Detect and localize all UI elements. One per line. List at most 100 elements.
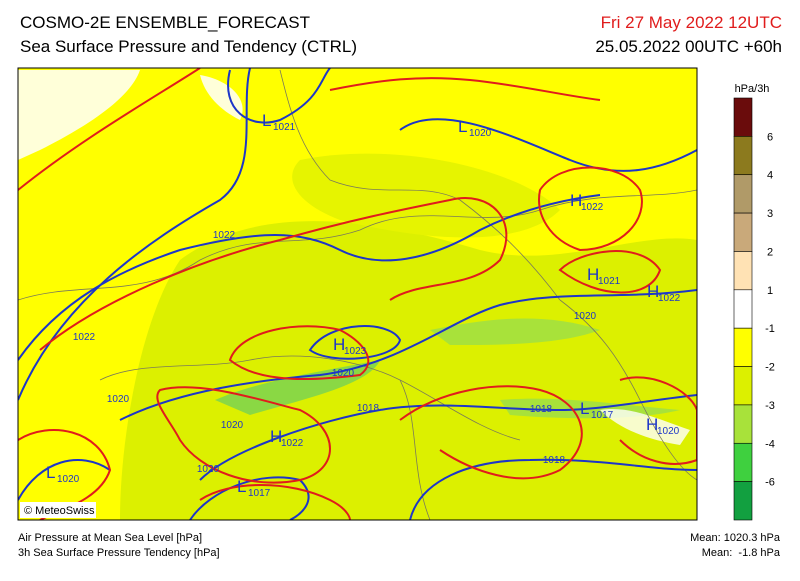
border (18, 189, 697, 301)
pressure-center-value: 1017 (591, 410, 614, 421)
pressure-center-letter: L (580, 399, 589, 418)
isobar-label: 1018 (543, 455, 566, 466)
border (279, 69, 561, 301)
tendency-area (292, 153, 560, 238)
colorbar-box (733, 212, 753, 252)
isobar-label: 1020 (197, 464, 220, 475)
pressure-center-letter: H (646, 415, 658, 434)
isobar (119, 289, 697, 421)
colorbar-label: 3 (767, 208, 773, 220)
colorbar-label: -2 (765, 362, 775, 374)
isobar (18, 194, 601, 361)
isobar (189, 476, 310, 520)
colorbar-box (733, 404, 753, 444)
white-area (200, 75, 243, 120)
isobar (399, 118, 697, 172)
pressure-center-letter: H (333, 335, 345, 354)
isobar (18, 68, 251, 401)
pressure-center-value: 1021 (598, 276, 621, 287)
title: COSMO-2E ENSEMBLE_FORECAST (20, 13, 310, 32)
tendency-contour (39, 197, 508, 351)
border (99, 355, 521, 441)
colorbar-label: -3 (765, 400, 775, 412)
tendency-contour (228, 325, 370, 381)
tendency-contour (199, 484, 351, 520)
isobar-label: 1020 (574, 311, 597, 322)
footer-right-2: Mean: -1.8 hPa (702, 547, 781, 559)
colorbar-label: 4 (767, 170, 773, 182)
credit-box (20, 502, 96, 518)
tendency-contour (538, 166, 643, 252)
isobar-label: 1020 (221, 420, 244, 431)
pressure-center-letter: H (270, 427, 282, 446)
tendency-area (120, 221, 697, 520)
pressure-center-letter: L (262, 111, 271, 130)
colorbar-box (733, 481, 753, 521)
colorbar-label: 1 (767, 285, 773, 297)
pressure-center-letter: H (647, 282, 659, 301)
pressure-center-letter: H (587, 265, 599, 284)
isobar (199, 394, 697, 481)
isobar-label: 1018 (530, 404, 553, 415)
white-area (600, 409, 690, 445)
footer-left-1: Air Pressure at Mean Sea Level [hPa] (18, 532, 202, 544)
colorbar-label: -1 (765, 323, 775, 335)
tendency-contour (619, 376, 697, 465)
colorbar-box (733, 136, 753, 176)
colorbar-label: -4 (765, 438, 775, 450)
isobar (227, 68, 331, 124)
pressure-center-letter: L (46, 463, 55, 482)
isobar-label: 1022 (73, 332, 96, 343)
map: L 1021 L 1020H1022H1021H1022102210221020H10… (17, 67, 698, 521)
credit: © MeteoSwiss (24, 505, 95, 517)
subtitle: Sea Surface Pressure and Tendency (CTRL) (20, 37, 357, 56)
footer-right-1: Mean: 1020.3 hPa (690, 532, 781, 544)
valid-time: Fri 27 May 2022 12UTC (601, 13, 782, 32)
run-time: 25.05.2022 00UTC +60h (595, 37, 782, 56)
tendency-area (430, 318, 600, 345)
map-frame (17, 67, 698, 521)
colorbar-box (733, 97, 753, 137)
isobar (18, 459, 111, 501)
pressure-center-value: 1020 (657, 426, 680, 437)
colorbar-unit: hPa/3h (735, 83, 770, 95)
tendency-contour (558, 250, 662, 294)
isobar-label: 1018 (357, 403, 380, 414)
white-area (18, 70, 140, 160)
colorbar-label: 6 (767, 131, 773, 143)
pressure-center-value: 1021 (273, 122, 296, 133)
pressure-labels: L 1021 L 1020H1022H1021H1022102210221020H10… (46, 111, 681, 499)
tendency-area (215, 360, 380, 415)
footer-left-2: 3h Sea Surface Pressure Tendency [hPa] (18, 547, 220, 559)
isobar-label: 1022 (213, 230, 236, 241)
pressure-center-letter: L (237, 477, 246, 496)
colorbar-box (733, 251, 753, 291)
pressure-center-value: 1022 (281, 438, 304, 449)
isobar (409, 458, 697, 520)
colorbar-box (733, 366, 753, 406)
pressure-center-letter: L (458, 117, 467, 136)
tendency-contour (18, 68, 201, 191)
pressure-center-value: 1023 (344, 346, 367, 357)
colorbar-box (733, 289, 753, 329)
tendency-contour (329, 77, 601, 101)
colorbar-label: 2 (767, 246, 773, 258)
colorbar: hPa/3h 6 4 3 2 1 -1 -2 -3 -4 -6 (733, 83, 775, 521)
tendency-contour (399, 385, 583, 480)
pressure-center-value: 1022 (581, 202, 604, 213)
pressure-center-value: 1017 (248, 488, 271, 499)
colorbar-box (733, 442, 753, 482)
pressure-center-letter: H (570, 191, 582, 210)
border (399, 379, 431, 520)
isobar-label: 1020 (332, 368, 355, 379)
isobar (308, 325, 402, 360)
pressure-center-value: 1022 (658, 293, 681, 304)
tendency-contour (156, 386, 331, 484)
pressure-center-value: 1020 (469, 128, 492, 139)
pressure-center-value: 1020 (57, 474, 80, 485)
colorbar-label: -6 (765, 477, 775, 489)
colorbar-box (733, 327, 753, 367)
isobar-label: 1020 (107, 394, 130, 405)
colorbar-box (733, 174, 753, 214)
